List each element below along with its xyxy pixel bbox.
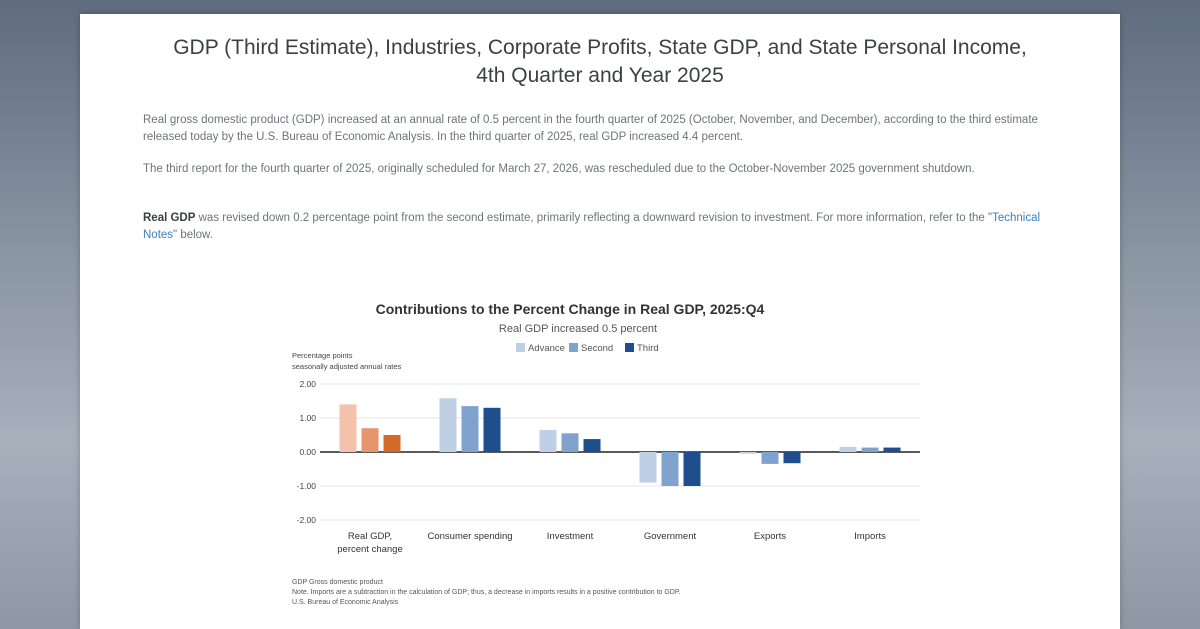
legend-label-advance: Advance: [528, 343, 565, 354]
release-page: GDP (Third Estimate), Industries, Corpor…: [80, 14, 1120, 629]
bar-second: [361, 428, 379, 452]
x-tick-label: Exports: [754, 531, 786, 542]
legend-label-second: Second: [581, 343, 613, 354]
bar-third: [383, 435, 401, 452]
page-title-line2: 4th Quarter and Year 2025: [476, 64, 724, 87]
chart-note: Note. Imports are a subtraction in the c…: [292, 589, 681, 596]
x-tick-label: percent change: [337, 544, 403, 555]
bar-second: [461, 406, 479, 452]
page-title: GDP (Third Estimate), Industries, Corpor…: [80, 34, 1120, 90]
chart-title: Contributions to the Percent Change in R…: [376, 301, 765, 317]
chart-note: U.S. Bureau of Economic Analysis: [292, 599, 399, 606]
y-tick-label: 0.00: [299, 447, 316, 457]
bar-third: [683, 452, 701, 486]
page-title-line1: GDP (Third Estimate), Industries, Corpor…: [173, 36, 1027, 59]
chart-notes: GDP Gross domestic product Note. Imports …: [292, 579, 681, 606]
bar-second: [861, 447, 879, 452]
bar-advance: [739, 452, 757, 454]
bar-third: [583, 439, 601, 452]
paragraph-revision: Real GDP was revised down 0.2 percentage…: [143, 210, 1075, 243]
bar-advance: [839, 446, 857, 452]
technical-notes-link[interactable]: "Technical Notes": [143, 212, 1041, 241]
x-tick-label: Investment: [547, 531, 594, 542]
y-axis-label-line1: Percentage points: [292, 351, 353, 360]
y-tick-label: -2.00: [297, 515, 317, 525]
bar-second: [661, 452, 679, 486]
legend-swatch-advance: [516, 343, 525, 352]
bar-advance: [639, 452, 657, 483]
x-tick-label: Government: [644, 531, 697, 542]
chart-legend: Advance Second Third: [516, 343, 659, 354]
bar-third: [883, 447, 901, 452]
y-axis-label-line2: seasonally adjusted annual rates: [292, 362, 401, 371]
chart-note: GDP Gross domestic product: [292, 579, 383, 586]
legend-swatch-second: [569, 343, 578, 352]
bar-third: [783, 452, 801, 464]
y-axis-ticks: 2.00 1.00 0.00 -1.00 -2.00: [297, 379, 317, 525]
x-tick-label: Real GDP,: [348, 531, 392, 542]
paragraph-gdp-summary: Real gross domestic product (GDP) increa…: [143, 114, 1038, 143]
legend-swatch-third: [625, 343, 634, 352]
bar-advance: [539, 429, 557, 452]
paragraph-schedule-note: The third report for the fourth quarter …: [143, 163, 975, 175]
x-tick-label: Consumer spending: [427, 531, 512, 542]
y-tick-label: -1.00: [297, 481, 317, 491]
bar-third: [483, 407, 501, 452]
bar-second: [561, 433, 579, 452]
bar-second: [761, 452, 779, 464]
y-tick-label: 2.00: [299, 379, 316, 389]
bar-advance: [339, 404, 357, 452]
contributions-chart: Contributions to the Percent Change in R…: [292, 301, 920, 606]
real-gdp-bold: Real GDP: [143, 212, 196, 224]
gridlines: [320, 383, 920, 521]
x-tick-label: Imports: [854, 531, 886, 542]
y-tick-label: 1.00: [299, 413, 316, 423]
bars: [339, 398, 901, 486]
x-axis-labels: Real GDP, percent change Consumer spending…: [337, 531, 886, 555]
revision-text-end: below.: [177, 228, 213, 241]
legend-label-third: Third: [637, 343, 659, 354]
revision-text: was revised down 0.2 percentage point fr…: [195, 212, 989, 224]
bar-advance: [439, 398, 457, 452]
chart-subtitle: Real GDP increased 0.5 percent: [499, 323, 657, 335]
